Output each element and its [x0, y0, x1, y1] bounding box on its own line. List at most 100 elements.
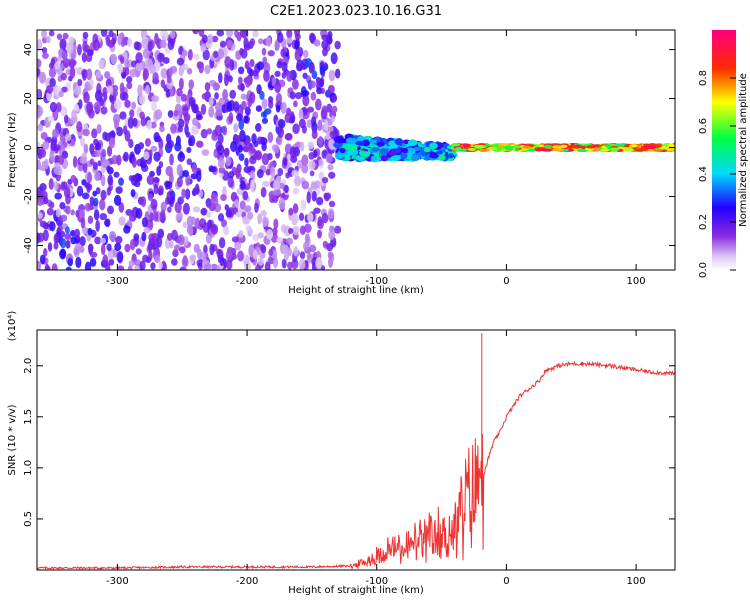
spectrogram-cell [330, 115, 336, 123]
spectrogram-cell [303, 241, 310, 251]
spectrogram-cell [586, 145, 596, 149]
spectrogram-cell [138, 142, 145, 150]
spectrogram-cell [218, 237, 226, 249]
spectrogram-cell [216, 30, 225, 37]
spectrogram-cell [95, 70, 102, 79]
spectrogram-cell [311, 70, 318, 80]
spectrogram-cell [42, 229, 49, 242]
y-tick-label: 0 [23, 144, 34, 150]
spectrogram-cell [49, 150, 55, 161]
spectrogram-cell [179, 246, 186, 254]
spectrogram-cell [59, 38, 67, 51]
spectrogram-cell [275, 104, 281, 113]
spectrogram-cell [57, 55, 62, 62]
spectrogram-cell [140, 116, 147, 127]
spectrogram-cell [285, 237, 293, 245]
spectrogram-cell [190, 173, 198, 180]
spectrogram-cell [72, 155, 78, 168]
spectrogram-cell [222, 186, 227, 197]
x-tick-label: 0 [503, 276, 509, 287]
spectrogram-cell [89, 158, 95, 165]
spectrogram-cell [87, 171, 93, 184]
spectrogram-cell [40, 132, 48, 140]
spectrogram-cell [223, 225, 230, 236]
spectrogram-cell [48, 30, 55, 37]
spectrogram-cell [122, 125, 128, 135]
spectrogram-cell [42, 140, 50, 150]
spectrogram-cell [178, 77, 184, 90]
spectrogram-cell [53, 180, 59, 191]
spectrogram-cell [70, 174, 77, 183]
spectrogram-cell [294, 30, 301, 37]
spectrogram-cell [321, 176, 329, 184]
spectrogram-cell [124, 99, 131, 108]
spectrogram-cell [224, 73, 229, 86]
spectrogram-cell [106, 145, 113, 157]
spectrogram-cell [141, 38, 149, 49]
spectrogram-cell [154, 254, 161, 264]
spectrogram-cell [188, 225, 194, 237]
spectrogram-cell [423, 146, 432, 153]
colorbar-label: Normalized spectral amplitude [738, 73, 749, 227]
spectrogram-cell [629, 144, 638, 148]
spectrogram-cell [160, 201, 167, 212]
spectrogram-cell [127, 38, 133, 47]
spectrogram-cell [99, 198, 106, 211]
spectrogram-cell [132, 117, 138, 127]
spectrogram-cell [307, 212, 314, 223]
snr-ticks: -300 -200 -100 0 100 0.5 1.0 1.5 2.0 [23, 330, 675, 587]
spectrogram-cell [265, 36, 272, 47]
spectrogram-cell [292, 187, 300, 195]
spectrogram-cell [217, 133, 224, 145]
spectrogram-cell [93, 209, 100, 221]
spectrogram-cell [188, 134, 196, 147]
spectrogram-cell [47, 242, 53, 252]
spectrogram-cell [177, 196, 184, 205]
spectrogram-cell [187, 48, 193, 61]
spectrogram-cell [95, 187, 101, 195]
spectrogram-cell [214, 124, 223, 137]
spectrogram-cell [142, 48, 150, 60]
spectrogram-cell [325, 153, 333, 164]
spectrogram-cell [304, 57, 313, 68]
spectrogram-cell [400, 153, 408, 159]
spectrogram-cell [291, 169, 299, 178]
spectrogram-cell [244, 106, 251, 116]
spectrogram-cell [245, 225, 252, 232]
spectrogram-cell [454, 147, 462, 151]
snr-frame [36, 329, 676, 571]
spectrogram-cell [308, 160, 316, 170]
spectrogram-cell [281, 258, 287, 269]
snr-series-line [37, 360, 675, 570]
spectrogram-cell [130, 189, 136, 198]
spectrogram-cell [244, 205, 252, 213]
spectrogram-cell [111, 84, 119, 92]
spectrogram-cell [208, 106, 215, 118]
spectrogram-cell [237, 83, 245, 91]
spectrogram-cell [355, 140, 366, 146]
spectrogram-cell [131, 156, 137, 168]
spectrogram-cell [339, 147, 346, 154]
spectrogram-cell [177, 234, 185, 246]
spectrogram-cell [39, 220, 47, 228]
colorbar-tick-label: 0.4 [698, 166, 709, 182]
spectrogram-cell [107, 174, 113, 186]
spectrogram-cell [84, 202, 92, 212]
spectrogram-cell [137, 84, 143, 97]
spectrogram-cells [37, 30, 675, 270]
spectrogram-cell [104, 219, 110, 227]
spectrogram-cell [100, 237, 107, 244]
spectrogram-cell [89, 257, 97, 267]
spectrogram-cell [63, 186, 71, 199]
spectrogram-cell [348, 144, 358, 152]
colorbar: 0.0 0.2 0.4 0.6 0.8 Normalized spectral ampl… [698, 30, 749, 278]
spectrogram-cell [236, 113, 243, 122]
spectrogram-cell [281, 71, 287, 79]
spectrogram-cell [198, 30, 205, 37]
spectrogram-cell [331, 94, 338, 103]
spectrogram-cell [191, 117, 199, 127]
spectrogram-cell [135, 62, 143, 71]
spectrogram-cell [146, 174, 155, 186]
spectrogram-cell [204, 82, 211, 92]
spectrogram-cell [298, 258, 306, 270]
